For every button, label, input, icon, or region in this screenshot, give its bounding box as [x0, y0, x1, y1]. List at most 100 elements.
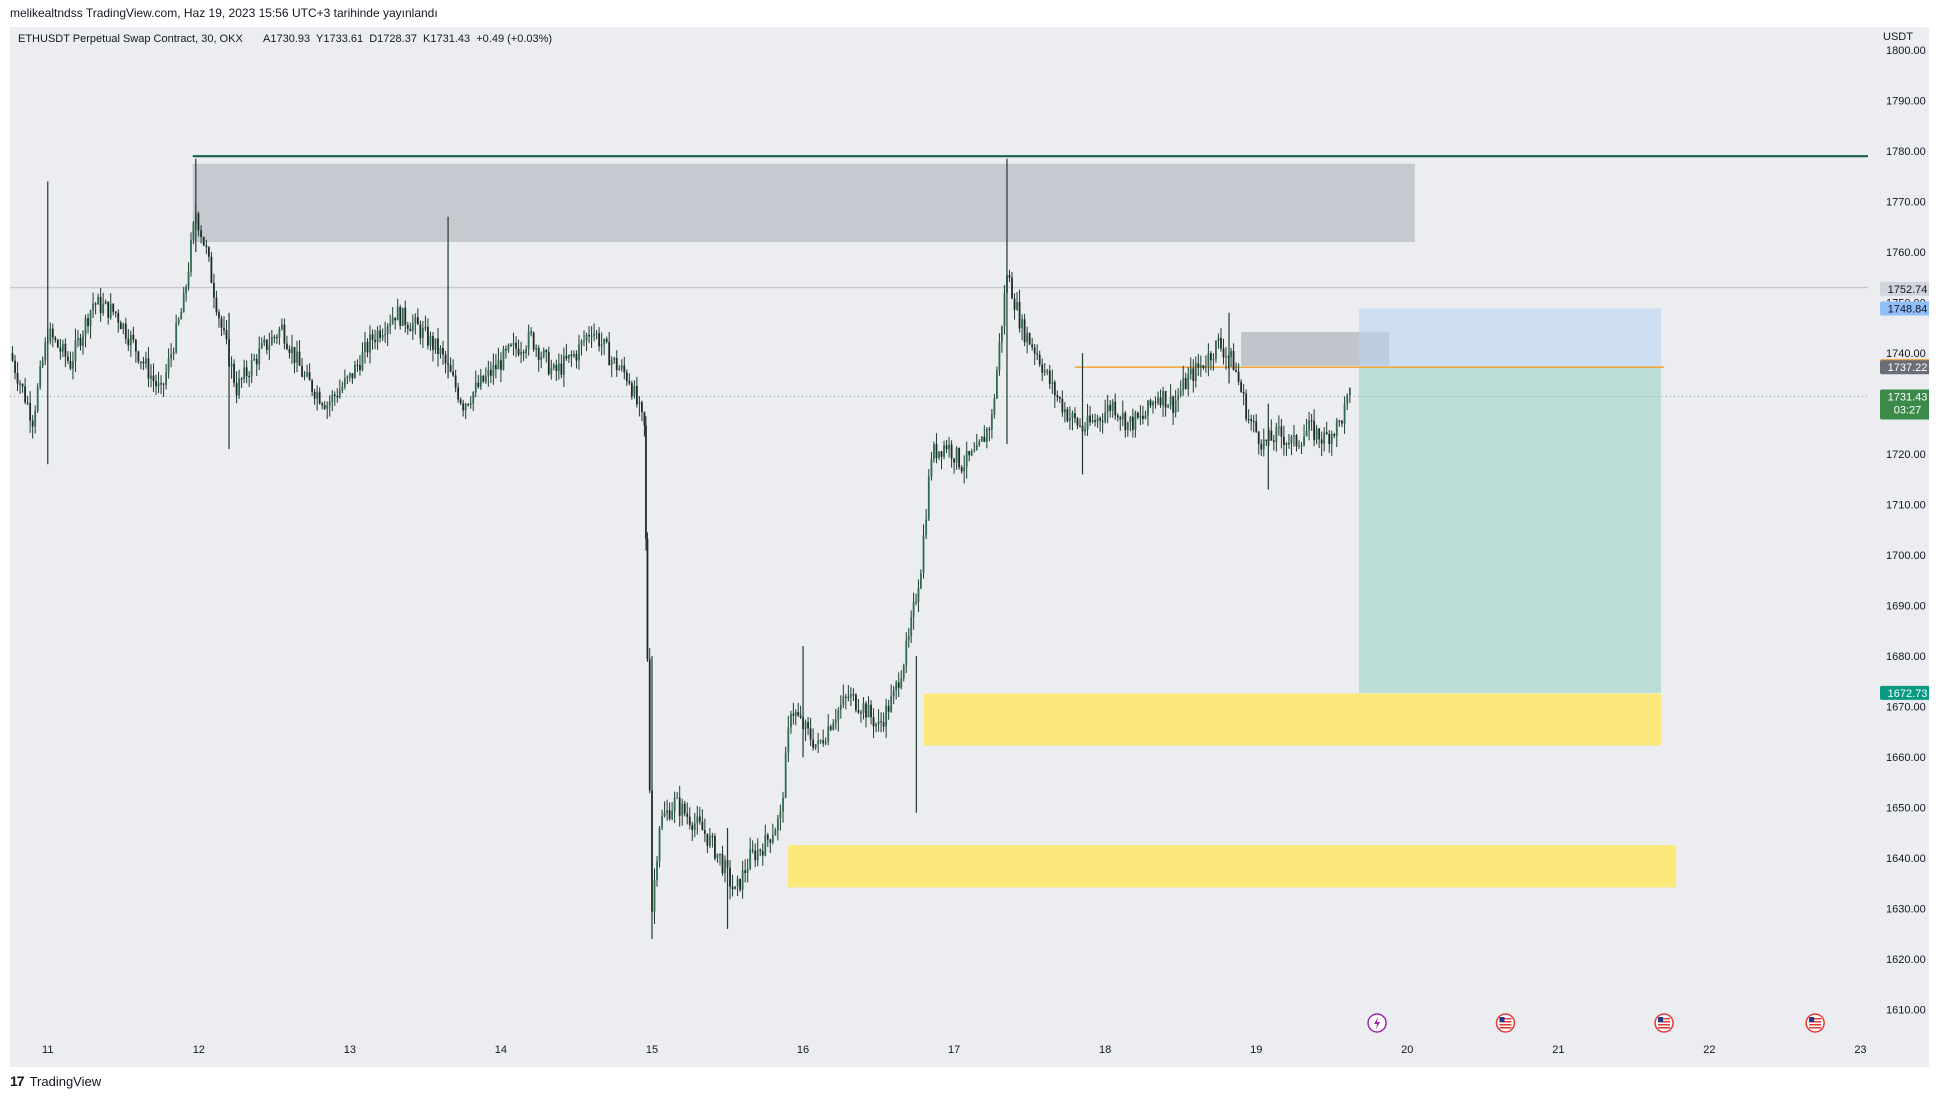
candle-body — [328, 401, 331, 406]
candle-body — [384, 334, 387, 336]
candle-body — [215, 297, 218, 313]
chart-title: ETHUSDT Perpetual Swap Contract, 30, OKX — [18, 33, 243, 45]
candle-body — [1084, 429, 1086, 432]
candle-body — [507, 344, 510, 351]
candle-body — [512, 342, 515, 346]
x-tick-label: 12 — [193, 1044, 205, 1056]
price-tag — [1880, 685, 1935, 700]
candle-body — [1086, 415, 1089, 430]
candle-body — [666, 810, 668, 814]
price-tag-label: 1672.73 — [1888, 688, 1928, 700]
candle-body — [265, 339, 268, 350]
candle-body — [298, 351, 301, 366]
candle-body — [1041, 364, 1044, 373]
x-tick-label: 17 — [948, 1044, 960, 1056]
candle-body — [477, 382, 480, 387]
x-tick-label: 15 — [646, 1044, 658, 1056]
candle-body — [394, 317, 397, 321]
candle-body — [1061, 398, 1064, 413]
us-flag-icon-stripe — [1658, 1024, 1671, 1026]
candle-body — [207, 247, 210, 257]
y-tick-label: 1660.00 — [1886, 752, 1926, 764]
candle-body — [145, 358, 147, 364]
candle-body — [61, 343, 64, 352]
candle-body — [162, 383, 165, 385]
price-tag-label: 1731.43 — [1888, 391, 1928, 403]
candle-body — [771, 835, 774, 843]
candle-body — [958, 448, 961, 468]
candle-body — [897, 682, 900, 688]
tradingview-logo[interactable]: 17 TradingView — [10, 1073, 101, 1089]
candle-body — [235, 382, 238, 396]
us-flag-icon-stripe — [1658, 1018, 1671, 1020]
candle-body — [550, 367, 553, 375]
candle-body — [1303, 436, 1305, 446]
candle-body — [213, 283, 215, 298]
candle-body — [985, 428, 988, 443]
candle-body — [270, 336, 273, 346]
candle-body — [419, 324, 422, 339]
candle-body — [681, 803, 684, 816]
candle-body — [263, 339, 266, 344]
candle-body — [855, 694, 857, 711]
us-flag-icon-stripe — [1809, 1021, 1822, 1023]
x-tick-label: 20 — [1401, 1044, 1413, 1056]
lightning-icon — [1367, 1013, 1387, 1033]
candle-body — [1157, 397, 1159, 403]
candle-body — [625, 372, 628, 382]
candle-body — [819, 740, 822, 742]
candle-body — [1280, 426, 1283, 437]
candle-body — [1001, 325, 1003, 343]
candle-body — [1192, 368, 1195, 382]
candle-body — [721, 854, 724, 874]
candle-body — [1074, 413, 1076, 419]
candle-body — [983, 436, 986, 443]
candle-body — [1230, 350, 1232, 357]
candle-body — [369, 334, 371, 353]
candle-body — [74, 340, 77, 362]
price-tag — [1880, 281, 1935, 296]
us-flag-icon-ring — [1805, 1013, 1825, 1033]
candle-body — [482, 375, 485, 382]
candle-body — [812, 739, 815, 748]
candle-body — [1056, 395, 1059, 398]
candle-body — [824, 741, 827, 744]
candle-body — [583, 340, 585, 342]
candle-body — [479, 375, 482, 387]
candle-body — [409, 328, 412, 332]
candle-body — [676, 797, 679, 799]
candle-body — [1330, 433, 1333, 445]
candle-body — [686, 813, 689, 817]
candle-body — [275, 337, 278, 339]
candle-body — [1099, 418, 1102, 421]
candle-body — [1252, 421, 1255, 423]
candle-body — [1109, 404, 1112, 411]
us-flag-icon-stripe — [1809, 1024, 1822, 1026]
candle-body — [197, 213, 200, 231]
candle-body — [220, 318, 223, 329]
candle-body — [132, 334, 135, 340]
candle-body — [673, 797, 676, 811]
candle-body — [799, 715, 802, 718]
candle-body — [822, 740, 825, 744]
zones-layer — [192, 163, 1677, 888]
us-flag-icon-canton — [1809, 1017, 1815, 1022]
candle-body — [613, 358, 616, 360]
candle-body — [867, 704, 870, 718]
candle-body — [1242, 391, 1245, 394]
candle-body — [177, 319, 180, 324]
us-flag-icon-stripe — [1499, 1018, 1512, 1020]
candle-body — [857, 710, 860, 713]
price-chart[interactable]: 1610.00 1620.00 1630.00 1640.00 1650.00 1660.… — [10, 27, 1935, 1067]
candle-body — [371, 334, 374, 340]
candle-body — [1119, 417, 1122, 420]
candle-body — [1265, 439, 1268, 442]
candle-body — [87, 318, 89, 327]
candle-body — [646, 538, 649, 660]
candle-body — [1288, 443, 1290, 445]
candle-body — [515, 342, 517, 349]
y-tick-label: 1640.00 — [1886, 853, 1926, 865]
chart-area[interactable]: 1610.00 1620.00 1630.00 1640.00 1650.00 1660.… — [10, 27, 1935, 1067]
candle-body — [552, 364, 555, 368]
candle-body — [573, 354, 575, 357]
